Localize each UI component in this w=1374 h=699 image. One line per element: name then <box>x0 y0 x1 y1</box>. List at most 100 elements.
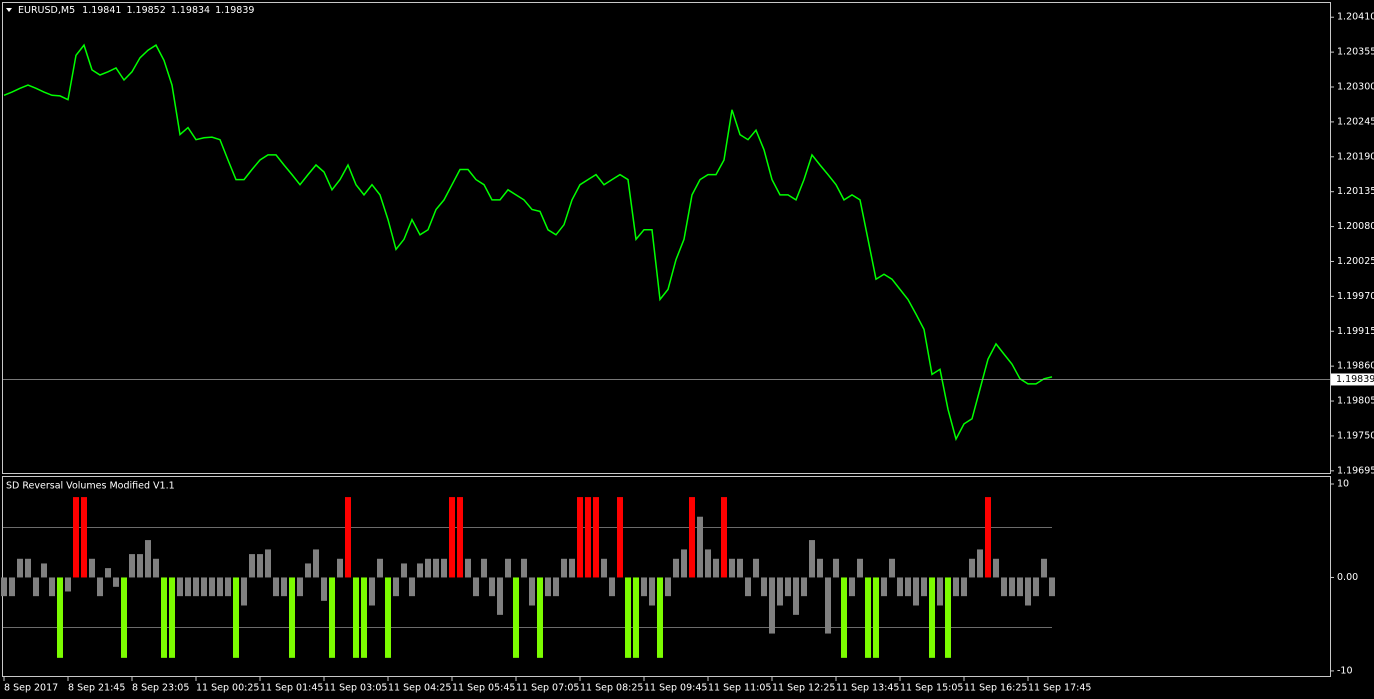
y-tick-label: 1.20410 <box>1337 12 1374 23</box>
menu-arrow[interactable] <box>6 8 12 12</box>
histogram-bar <box>209 577 215 597</box>
x-tick-label: 11 Sep 05:45 <box>452 683 515 694</box>
histogram-bar <box>161 577 167 658</box>
histogram-bar <box>169 577 175 658</box>
indicator-title: SD Reversal Volumes Modified V1.1 <box>6 481 175 492</box>
histogram-bar <box>993 558 999 578</box>
histogram-bar <box>881 577 887 597</box>
histogram-bar <box>41 563 47 578</box>
histogram-bar <box>721 497 727 578</box>
histogram-bar <box>89 558 95 578</box>
x-tick-label: 11 Sep 01:45 <box>260 683 323 694</box>
histogram-bar <box>561 558 567 578</box>
current-price-box <box>1331 373 1374 386</box>
histogram-bar <box>793 577 799 615</box>
y-tick-label: 1.20080 <box>1337 221 1374 232</box>
symbol: EURUSD,M5 <box>18 5 75 16</box>
ohlc-open: 1.19841 <box>82 5 121 16</box>
y-tick-label: 1.20245 <box>1337 116 1374 127</box>
histogram-bar <box>569 558 575 578</box>
histogram-bar <box>385 577 391 658</box>
x-tick-label: 8 Sep 23:05 <box>132 683 189 694</box>
histogram-bar <box>369 577 375 606</box>
histogram-bar <box>505 558 511 578</box>
histogram-bar <box>105 568 111 578</box>
histogram-bar <box>953 577 959 597</box>
histogram-bar <box>849 577 855 597</box>
histogram-bar <box>313 549 319 578</box>
histogram-bar <box>873 577 879 658</box>
histogram-bar <box>281 577 287 597</box>
x-tick-label: 11 Sep 12:25 <box>772 683 835 694</box>
histogram-bar <box>545 577 551 597</box>
histogram-bar <box>185 577 191 597</box>
histogram-bar <box>249 554 255 578</box>
x-tick-label: 11 Sep 15:05 <box>900 683 963 694</box>
price-panel <box>2 2 1331 474</box>
histogram-bar <box>489 577 495 597</box>
histogram-bar <box>153 558 159 578</box>
x-tick-label: 8 Sep 21:45 <box>68 683 125 694</box>
y-tick-label: 1.19750 <box>1337 430 1374 441</box>
histogram-bar <box>713 558 719 578</box>
histogram-bar <box>1033 577 1039 597</box>
histogram-bar <box>289 577 295 658</box>
histogram-bar <box>1049 577 1055 597</box>
histogram-bar <box>553 577 559 597</box>
histogram-bar <box>273 577 279 597</box>
histogram-bar <box>593 497 599 578</box>
histogram-bar <box>393 577 399 597</box>
histogram-bar <box>257 554 263 578</box>
current-price-label: 1.19839 <box>1336 374 1374 385</box>
histogram-bar <box>433 558 439 578</box>
histogram-bar <box>985 497 991 578</box>
histogram-bar <box>689 497 695 578</box>
histogram-bar <box>1041 558 1047 578</box>
histogram-bar <box>833 558 839 578</box>
histogram-bar <box>929 577 935 658</box>
histogram-bar <box>329 577 335 658</box>
histogram-bar <box>337 558 343 578</box>
histogram-bar <box>57 577 63 658</box>
chart-header: EURUSD,M5 1.19841 1.19852 1.19834 1.1983… <box>18 5 254 16</box>
histogram-bar <box>657 577 663 658</box>
histogram-bar <box>1025 577 1031 606</box>
histogram-bar <box>681 549 687 578</box>
histogram-bar <box>921 577 927 597</box>
histogram-bar <box>49 577 55 597</box>
x-tick-label: 11 Sep 03:05 <box>324 683 387 694</box>
histogram-bar <box>297 577 303 597</box>
histogram-bar <box>945 577 951 658</box>
y-tick-label: 1.20190 <box>1337 151 1374 162</box>
x-tick-label: 11 Sep 11:05 <box>708 683 771 694</box>
histogram-bar <box>97 577 103 597</box>
histogram-bar <box>225 577 231 597</box>
histogram-bar <box>513 577 519 658</box>
histogram-bar <box>409 577 415 597</box>
histogram-bar <box>913 577 919 606</box>
histogram-bar <box>937 577 943 606</box>
histogram-bar <box>905 577 911 597</box>
histogram-bar <box>465 558 471 578</box>
x-tick-label: 8 Sep 2017 <box>4 683 58 694</box>
histogram-bar <box>745 577 751 597</box>
histogram-bar <box>321 577 327 601</box>
histogram-bar <box>609 577 615 597</box>
histogram-bar <box>425 558 431 578</box>
histogram-bar <box>761 577 767 597</box>
histogram-bar <box>377 558 383 578</box>
histogram-bar <box>473 577 479 597</box>
ohlc-close: 1.19839 <box>215 5 254 16</box>
histogram-bar <box>857 558 863 578</box>
histogram-bar <box>241 577 247 606</box>
histogram-bar <box>9 577 15 597</box>
histogram-bar <box>17 558 23 578</box>
histogram-bar <box>417 563 423 578</box>
x-tick-label: 11 Sep 17:45 <box>1028 683 1091 694</box>
y-tick-label: 0.00 <box>1337 572 1358 583</box>
histogram-bar <box>777 577 783 606</box>
histogram-bar <box>537 577 543 658</box>
histogram-bar <box>305 563 311 578</box>
histogram-bar <box>977 549 983 578</box>
